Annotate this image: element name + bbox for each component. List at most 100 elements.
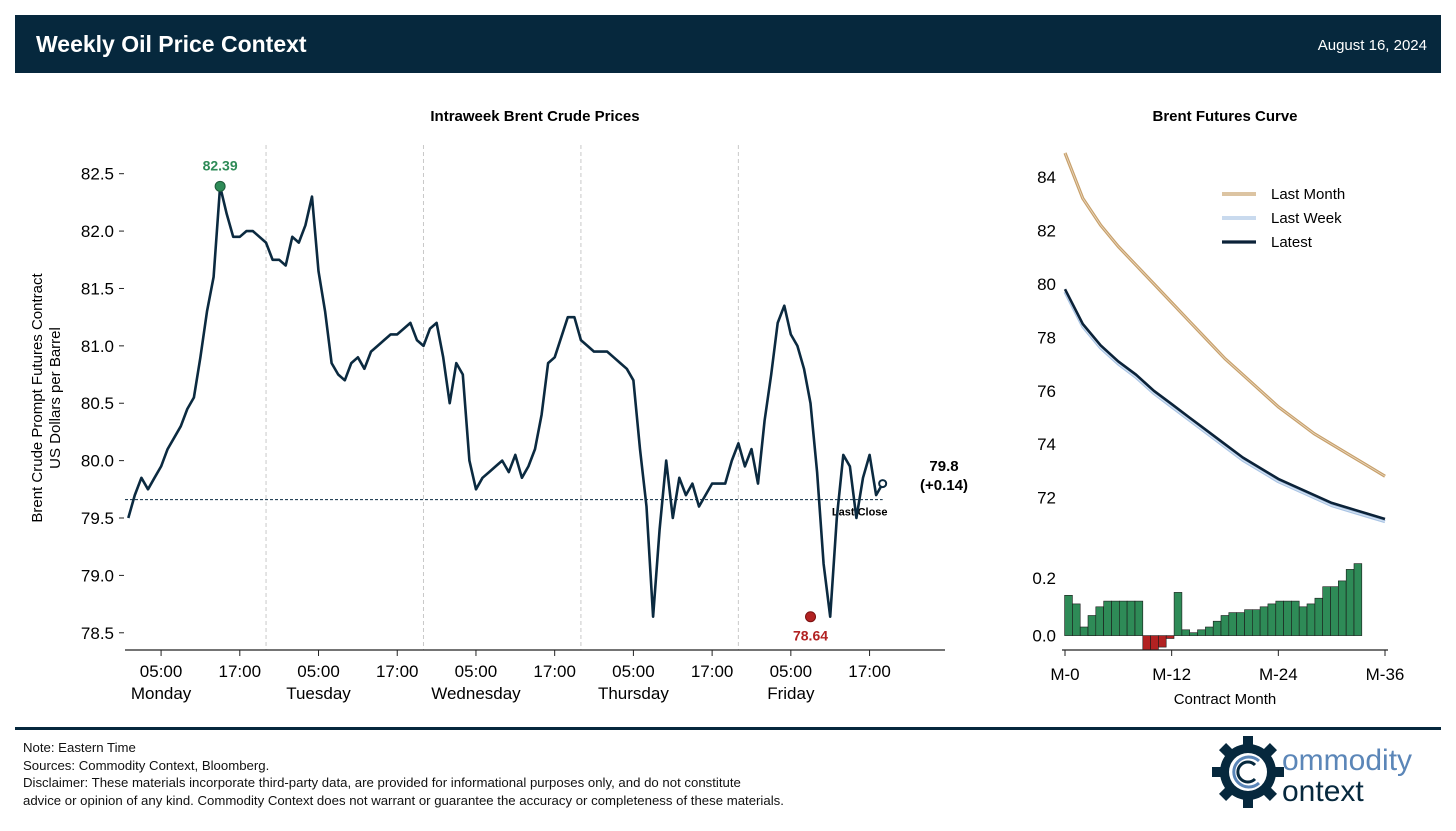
spread-bar <box>1087 615 1097 637</box>
header-bar: Weekly Oil Price Context August 16, 2024 <box>15 15 1441 73</box>
curve-ytick-label: 80 <box>1037 275 1056 294</box>
right-xtick-label: M-0 <box>1050 665 1079 684</box>
spread-bar <box>1267 603 1277 636</box>
spread-bar <box>1298 606 1308 636</box>
left-y-axis-label-line1: Brent Crude Prompt Futures Contract <box>29 273 46 523</box>
curve-latest-line <box>1063 288 1386 521</box>
spread-bar <box>1189 632 1198 636</box>
left-xtick-label: 17:00 <box>219 662 262 681</box>
spread-bar <box>1252 609 1261 636</box>
left-xtick-day-label: Tuesday <box>286 684 351 703</box>
left-xtick-label: 17:00 <box>848 662 891 681</box>
low-label: 78.64 <box>793 628 828 644</box>
logo-word-context: ontext <box>1282 775 1364 808</box>
left-ytick-label: 81.5 <box>81 279 114 298</box>
right-xtick-label: M-36 <box>1366 665 1405 684</box>
disclaimer-text-1: Disclaimer: These materials incorporate … <box>23 775 741 791</box>
spread-bar <box>1150 635 1159 651</box>
right-x-axis-label: Contract Month <box>1174 691 1277 708</box>
curve-last-week-line <box>1063 291 1386 524</box>
spread-bar <box>1291 600 1300 636</box>
report-date: August 16, 2024 <box>1317 37 1427 54</box>
spread-bar <box>1306 603 1316 636</box>
curve-ytick-label: 72 <box>1037 489 1056 508</box>
gear-icon <box>1212 736 1284 808</box>
left-xtick-label: 17:00 <box>533 662 576 681</box>
left-ytick-label: 79.5 <box>81 509 114 528</box>
last-change-label: (+0.14) <box>920 477 968 494</box>
left-chart-title: Intraweek Brent Crude Prices <box>430 108 639 125</box>
left-ytick-label: 80.0 <box>81 452 114 471</box>
left-xtick-label: 05:00 <box>297 662 340 681</box>
high-marker <box>214 180 226 192</box>
spread-bar <box>1142 635 1151 651</box>
high-label: 82.39 <box>203 157 238 173</box>
left-ytick-label: 79.0 <box>81 566 114 585</box>
left-ytick-label: 81.0 <box>81 337 114 356</box>
spread-bar <box>1173 592 1183 636</box>
spread-bar <box>1064 594 1073 636</box>
spread-bar <box>1338 580 1347 636</box>
spread-bar <box>1244 609 1253 636</box>
legend-label: Latest <box>1271 234 1313 251</box>
curve-ytick-label: 74 <box>1037 435 1056 454</box>
last-marker <box>878 479 888 489</box>
left-ytick-label: 82.5 <box>81 165 114 184</box>
left-y-axis-label-line2: US Dollars per Barrel <box>47 327 64 469</box>
spread-bar <box>1095 606 1104 636</box>
last-value-label: 79.8 <box>929 458 958 475</box>
curve-last-week-line-highlight <box>1064 291 1386 522</box>
spread-bar <box>1259 606 1269 636</box>
left-xtick-label: 05:00 <box>612 662 655 681</box>
disclaimer-text-2: advice or opinion of any kind. Commodity… <box>23 792 784 808</box>
note-text: Note: Eastern Time <box>23 740 136 755</box>
spread-bar <box>1275 600 1284 636</box>
left-xtick-day-label: Monday <box>131 684 192 703</box>
left-xtick-label: 17:00 <box>691 662 734 681</box>
spread-bar <box>1119 600 1128 636</box>
spread-bar <box>1165 635 1175 639</box>
spread-bar <box>1205 626 1214 636</box>
bars-ytick-label: 0.0 <box>1032 627 1056 646</box>
curve-ytick-label: 84 <box>1037 168 1056 187</box>
left-ytick-label: 82.0 <box>81 222 114 241</box>
spread-bar <box>1228 612 1237 636</box>
curve-ytick-label: 76 <box>1037 382 1056 401</box>
spread-bar <box>1212 620 1222 636</box>
right-xtick-label: M-24 <box>1259 665 1298 684</box>
legend-label: Last Week <box>1271 210 1342 227</box>
legend-label: Last Month <box>1271 186 1345 203</box>
spread-bar <box>1072 603 1081 636</box>
left-xtick-day-label: Friday <box>767 684 815 703</box>
brent-price-line <box>127 185 884 619</box>
left-xtick-label: 05:00 <box>140 662 183 681</box>
spread-bar <box>1134 600 1144 636</box>
low-marker <box>805 611 817 623</box>
spread-bar <box>1079 626 1089 636</box>
left-xtick-label: 17:00 <box>376 662 419 681</box>
right-chart-title: Brent Futures Curve <box>1152 108 1297 125</box>
spread-bar <box>1220 615 1230 637</box>
spread-bar <box>1103 600 1112 636</box>
spread-bar <box>1345 569 1355 636</box>
spread-bar <box>1111 600 1120 636</box>
left-xtick-day-label: Thursday <box>598 684 669 703</box>
commodity-context-logo: ommodity ontext <box>1212 736 1412 808</box>
spread-bar <box>1283 600 1292 636</box>
spread-bar <box>1322 586 1331 636</box>
left-ytick-label: 78.5 <box>81 624 114 643</box>
curve-ytick-label: 82 <box>1037 221 1056 240</box>
spread-bar <box>1197 629 1206 636</box>
spread-bar <box>1314 597 1324 636</box>
curve-last-month-line-highlight <box>1064 152 1386 477</box>
footer-notes: Note: Eastern Time Sources: Commodity Co… <box>23 739 784 809</box>
left-xtick-label: 05:00 <box>455 662 498 681</box>
last-close-label: Last Close <box>832 507 888 519</box>
left-ytick-label: 80.5 <box>81 394 114 413</box>
spread-bar <box>1158 635 1167 648</box>
spread-bar <box>1330 586 1339 636</box>
left-xtick-label: 05:00 <box>770 662 813 681</box>
sources-text: Sources: Commodity Context, Bloomberg. <box>23 757 270 773</box>
page-title: Weekly Oil Price Context <box>36 31 307 57</box>
